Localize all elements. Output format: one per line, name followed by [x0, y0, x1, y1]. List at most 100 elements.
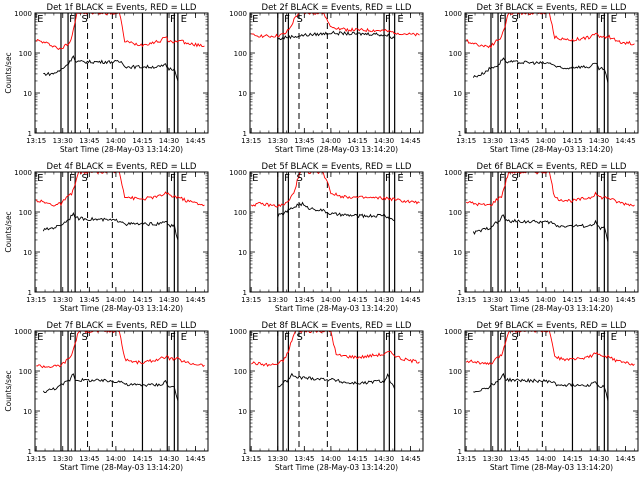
plot-frame [34, 330, 209, 452]
x-tick-label: 14:45 [186, 296, 206, 304]
x-tick-label: 13:15 [26, 455, 46, 463]
plot-area [465, 331, 635, 451]
x-tick-label: 13:15 [241, 296, 261, 304]
y-axis: 1 10 100 1000 [444, 10, 638, 138]
plot-frame [464, 330, 639, 452]
x-axis-label: Start Time (28-May-03 13:14:20) [490, 145, 613, 154]
y-axis: 1 10 100 1000 [14, 10, 208, 138]
x-tick-label: 14:00 [536, 296, 556, 304]
region-label: F [170, 173, 176, 184]
plot-frame [34, 12, 209, 134]
x-tick-label: 13:45 [509, 455, 529, 463]
region-label: E [181, 14, 187, 25]
x-tick-label: 14:30 [589, 137, 609, 145]
y-axis: 1 10 100 1000 [444, 169, 638, 297]
x-tick-label: 14:30 [374, 137, 394, 145]
plot-area [250, 172, 420, 292]
x-axis-label: Start Time (28-May-03 13:14:20) [275, 304, 398, 313]
x-tick-label: 14:00 [536, 455, 556, 463]
x-tick-label: 13:15 [241, 137, 261, 145]
x-axis: 13:15 13:30 13:45 14:00 14:15 14:30 14:45Start… [456, 13, 636, 154]
y-tick-label: 1000 [14, 10, 32, 18]
x-axis: 13:15 13:30 13:45 14:00 14:15 14:30 14:45Start… [26, 331, 206, 472]
y-tick-label: 10 [238, 90, 247, 98]
chart-title: Det 9f BLACK = Events, RED = LLD [477, 321, 627, 331]
y-tick-label: 10 [238, 249, 247, 257]
region-label: F [600, 332, 606, 343]
event-rate-line [277, 372, 396, 390]
y-axis: 1 10 100 1000 [229, 169, 423, 297]
lld-rate-line [251, 13, 420, 39]
x-axis: 13:15 13:30 13:45 14:00 14:15 14:30 14:45Start… [241, 13, 421, 154]
event-rate-line [277, 201, 395, 222]
x-tick-label: 14:15 [132, 455, 152, 463]
lld-rate-line [466, 13, 635, 49]
region-label: S [511, 173, 517, 184]
chart-title: Det 1f BLACK = Events, RED = LLD [47, 3, 197, 13]
x-axis-label: Start Time (28-May-03 13:14:20) [60, 463, 183, 472]
y-axis-label: Counts/sec [4, 52, 13, 93]
y-tick-label: 10 [23, 249, 32, 257]
detector-panel-9: Det 9f BLACK = Events, RED = LLD 1 10 100 10… [444, 321, 639, 472]
y-tick-label: 100 [19, 209, 32, 217]
x-tick-label: 13:45 [79, 296, 99, 304]
y-tick-label: 100 [234, 50, 247, 58]
region-label: E [37, 332, 43, 343]
x-axis: 13:15 13:30 13:45 14:00 14:15 14:30 14:45Start… [26, 172, 206, 313]
detector-panel-8: Det 8f BLACK = Events, RED = LLD 1 10 100 10… [229, 321, 424, 472]
chart-title: Det 6f BLACK = Events, RED = LLD [477, 162, 627, 172]
x-tick-label: 14:15 [347, 137, 367, 145]
region-label: F [600, 14, 606, 25]
x-tick-label: 14:15 [347, 455, 367, 463]
x-tick-label: 13:15 [456, 455, 476, 463]
region-label: F [284, 332, 290, 343]
detector-panel-2: Det 2f BLACK = Events, RED = LLD 1 10 100 10… [229, 3, 424, 154]
y-tick-label: 1000 [444, 328, 462, 336]
y-tick-label: 1000 [229, 169, 247, 177]
y-tick-label: 10 [23, 408, 32, 416]
x-tick-label: 14:00 [321, 455, 341, 463]
x-tick-label: 13:45 [294, 137, 314, 145]
x-tick-label: 13:15 [241, 455, 261, 463]
region-label: F [600, 173, 606, 184]
y-tick-label: 100 [234, 209, 247, 217]
x-tick-label: 13:15 [26, 296, 46, 304]
y-tick-label: 100 [449, 50, 462, 58]
region-label: F [499, 173, 505, 184]
x-tick-label: 14:30 [159, 455, 179, 463]
x-tick-label: 14:30 [374, 455, 394, 463]
plot-area [465, 172, 635, 292]
x-tick-label: 14:00 [106, 137, 126, 145]
x-tick-label: 13:15 [456, 137, 476, 145]
plot-frame [464, 12, 639, 134]
event-rate-line [473, 372, 609, 401]
x-axis-label: Start Time (28-May-03 13:14:20) [60, 145, 183, 154]
lld-rate-line [36, 331, 205, 369]
x-axis-label: Start Time (28-May-03 13:14:20) [275, 463, 398, 472]
event-rate-line [42, 373, 179, 401]
region-label: E [611, 173, 617, 184]
region-label: E [467, 14, 473, 25]
x-axis: 13:15 13:30 13:45 14:00 14:15 14:30 14:45Start… [241, 172, 421, 313]
y-tick-label: 1 [458, 289, 462, 297]
plot-frame [249, 171, 424, 293]
x-axis: 13:15 13:30 13:45 14:00 14:15 14:30 14:45Start… [26, 13, 206, 154]
y-tick-label: 1 [28, 130, 32, 138]
y-tick-label: 1000 [229, 328, 247, 336]
y-tick-label: 10 [238, 408, 247, 416]
region-label: S [81, 332, 87, 343]
x-tick-label: 14:45 [616, 137, 636, 145]
x-axis-label: Start Time (28-May-03 13:14:20) [490, 304, 613, 313]
region-label: F [69, 14, 75, 25]
x-tick-label: 14:00 [106, 296, 126, 304]
plot-area [35, 13, 205, 133]
region-label: F [69, 332, 75, 343]
region-label: E [611, 14, 617, 25]
y-tick-label: 1 [458, 448, 462, 456]
region-label: F [284, 173, 290, 184]
y-axis-label: Counts/sec [4, 370, 13, 411]
y-tick-label: 100 [449, 368, 462, 376]
x-tick-label: 14:45 [186, 137, 206, 145]
x-tick-label: 13:45 [294, 296, 314, 304]
